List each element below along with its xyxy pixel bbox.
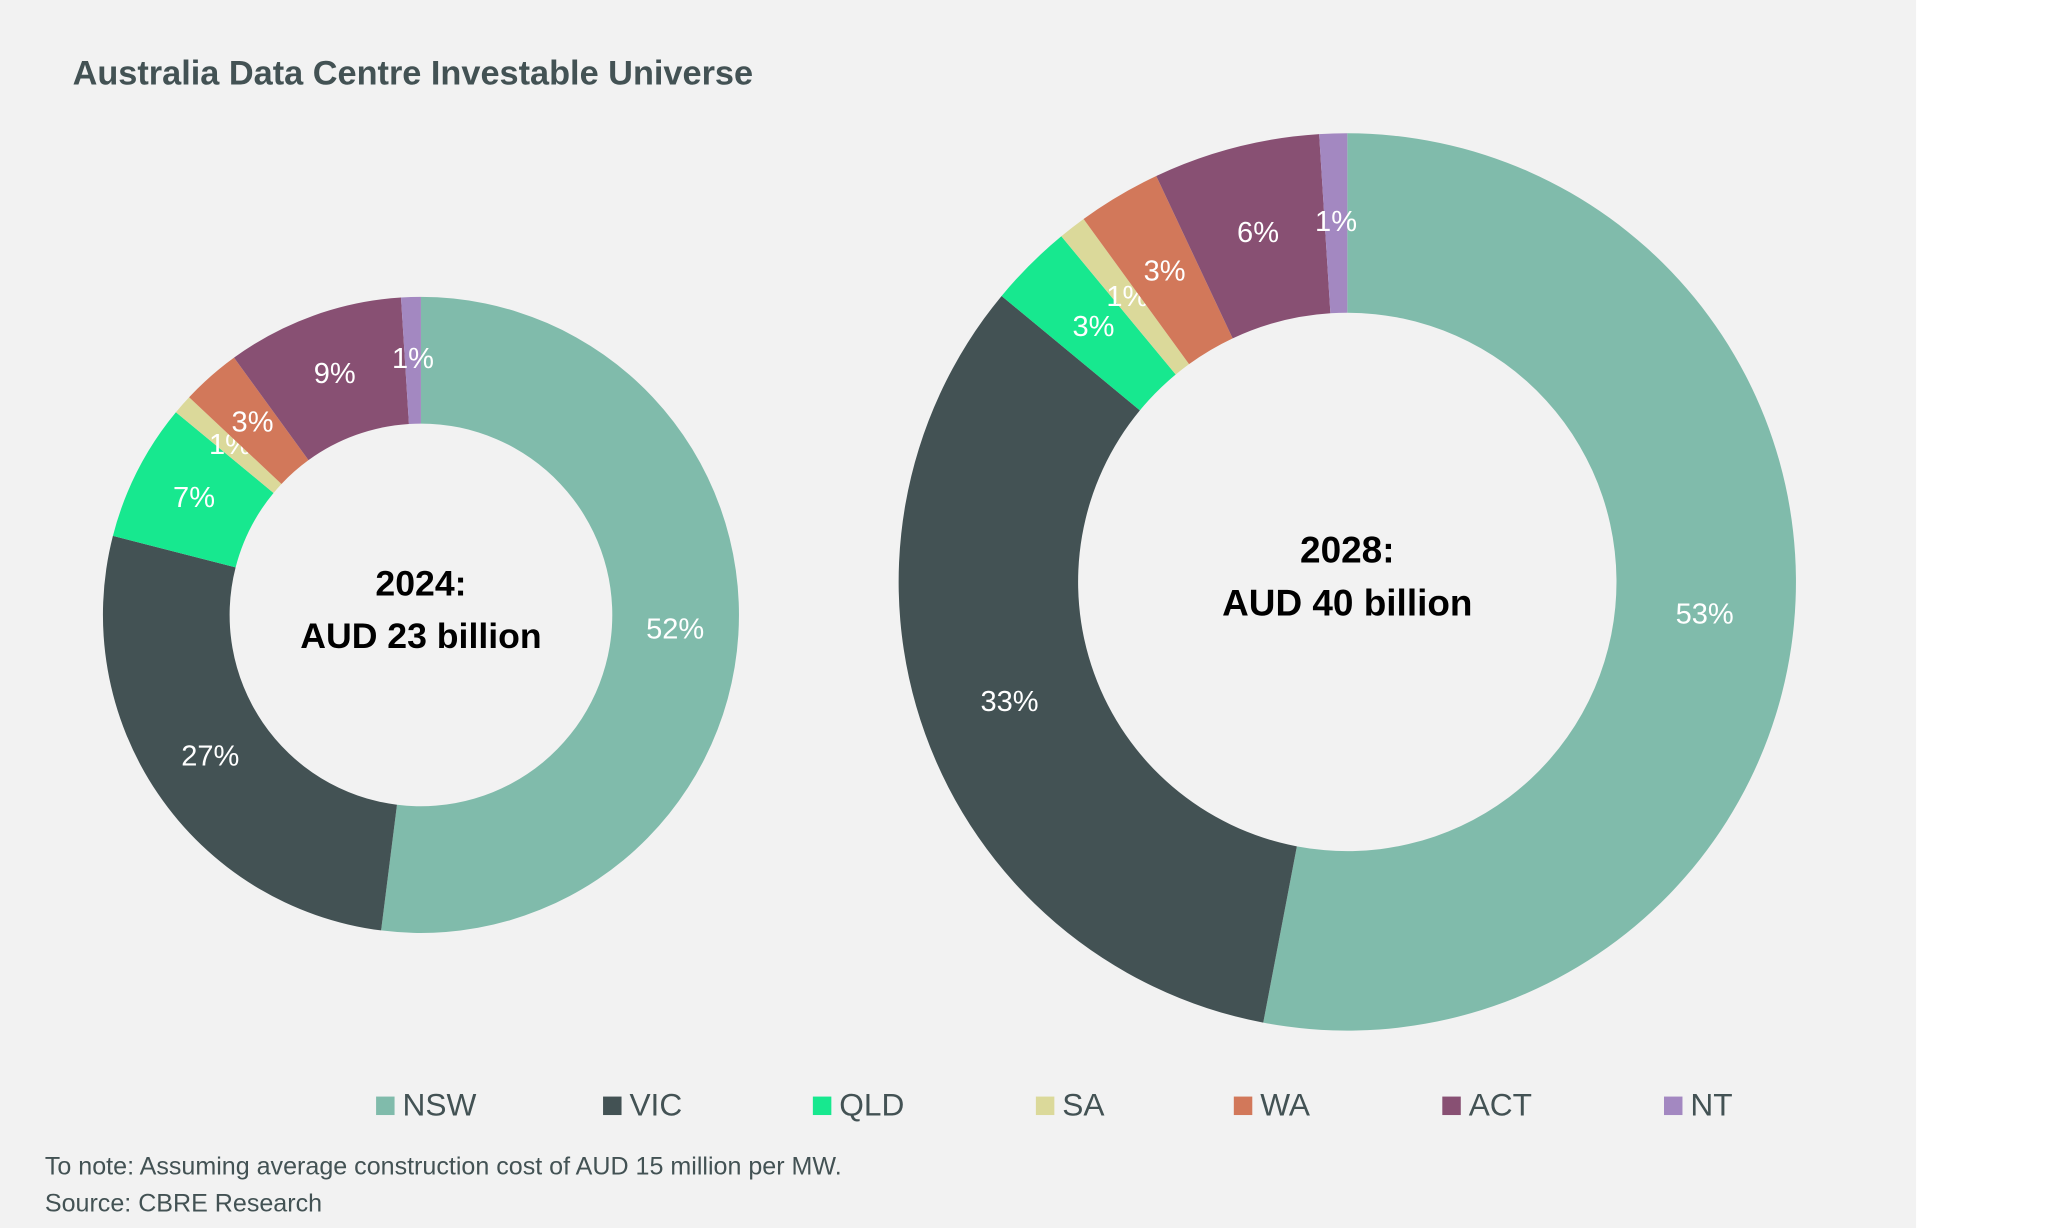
donut-slice	[898, 295, 1297, 1023]
note: To note: Assuming average construction c…	[45, 1152, 842, 1180]
value-label: 1%	[392, 343, 434, 375]
value-label: 3%	[232, 407, 274, 439]
center-label: AUD 40 billion	[1222, 582, 1472, 623]
value-label: 7%	[173, 482, 215, 514]
legend-label: NSW	[402, 1086, 476, 1122]
value-label: 27%	[181, 741, 239, 773]
value-label: 9%	[314, 358, 356, 390]
donut-slice	[1061, 218, 1190, 375]
donut-slice	[112, 412, 274, 568]
legend-swatch	[1663, 1096, 1683, 1116]
legend-label: NT	[1690, 1086, 1732, 1122]
donut-slice	[234, 297, 409, 461]
legend-label: QLD	[839, 1086, 904, 1122]
legend-swatch	[376, 1096, 395, 1116]
donut-slice	[1319, 133, 1348, 314]
donut-slice	[381, 296, 739, 933]
value-label: 33%	[981, 686, 1039, 718]
donut-slice	[175, 397, 282, 493]
center-label: 2024:	[375, 563, 466, 603]
legend-swatch	[812, 1096, 832, 1116]
value-label: 52%	[646, 614, 704, 646]
legend-label: ACT	[1469, 1086, 1532, 1122]
donut-slice	[400, 296, 421, 424]
donut-slice	[1083, 175, 1233, 365]
center-label: 2028:	[1300, 530, 1394, 571]
legend-swatch	[1035, 1096, 1055, 1116]
value-label: 6%	[1237, 217, 1279, 249]
source: Source: CBRE Research	[45, 1189, 322, 1217]
donut-slice	[1156, 134, 1331, 339]
title: Australia Data Centre Investable Univers…	[73, 54, 753, 92]
legend-swatch	[603, 1096, 622, 1116]
donut-slice	[189, 357, 309, 484]
donut-slice	[1001, 236, 1176, 411]
legend-swatch	[1233, 1096, 1253, 1116]
value-label: 53%	[1676, 598, 1734, 630]
center-label: AUD 23 billion	[300, 616, 541, 656]
value-label: 3%	[1144, 256, 1186, 288]
legend-label: VIC	[629, 1086, 682, 1122]
legend-swatch	[1442, 1096, 1461, 1116]
value-label: 1%	[1315, 206, 1357, 238]
value-label: 3%	[1073, 311, 1115, 343]
donut-slice	[1263, 133, 1796, 1031]
legend-label: WA	[1260, 1086, 1311, 1122]
legend-label: SA	[1062, 1086, 1105, 1122]
donut-slice	[102, 535, 397, 931]
